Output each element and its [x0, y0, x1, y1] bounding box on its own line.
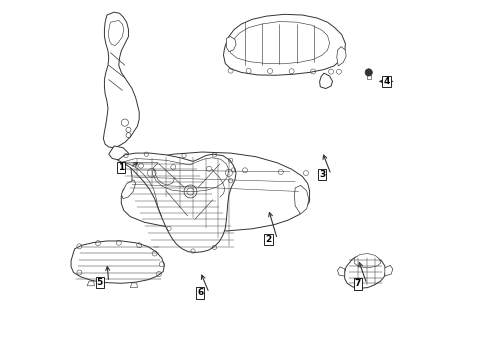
- Polygon shape: [337, 46, 346, 66]
- Polygon shape: [338, 267, 344, 276]
- Polygon shape: [118, 153, 236, 252]
- Circle shape: [365, 69, 372, 76]
- Polygon shape: [223, 14, 345, 75]
- Polygon shape: [122, 158, 229, 192]
- Polygon shape: [71, 241, 164, 283]
- Text: 3: 3: [319, 170, 325, 179]
- Text: 1: 1: [118, 163, 124, 172]
- Text: 2: 2: [265, 235, 271, 244]
- Text: 5: 5: [97, 278, 103, 287]
- Polygon shape: [354, 253, 381, 268]
- Polygon shape: [130, 283, 137, 288]
- Text: 6: 6: [197, 288, 203, 297]
- Polygon shape: [226, 37, 236, 51]
- Polygon shape: [122, 180, 136, 199]
- Polygon shape: [344, 256, 386, 288]
- Text: 4: 4: [384, 77, 390, 86]
- Polygon shape: [385, 265, 393, 276]
- Polygon shape: [294, 185, 309, 214]
- Polygon shape: [103, 12, 139, 148]
- Text: 7: 7: [355, 279, 361, 288]
- Polygon shape: [122, 152, 310, 231]
- Polygon shape: [319, 73, 333, 89]
- Polygon shape: [367, 75, 371, 79]
- Polygon shape: [87, 281, 95, 286]
- Polygon shape: [230, 22, 330, 64]
- Polygon shape: [109, 146, 128, 160]
- Polygon shape: [109, 21, 124, 45]
